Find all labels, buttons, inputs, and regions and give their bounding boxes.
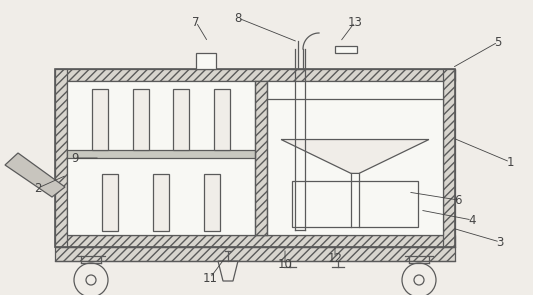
- Bar: [55, 235, 455, 247]
- Circle shape: [74, 263, 108, 295]
- Text: 4: 4: [469, 214, 476, 227]
- Bar: [443, 69, 455, 247]
- Bar: [153, 174, 169, 231]
- Bar: [67, 150, 255, 158]
- Text: 5: 5: [494, 35, 502, 48]
- Polygon shape: [218, 261, 238, 281]
- Bar: [292, 181, 418, 227]
- Text: 3: 3: [496, 235, 504, 248]
- Bar: [92, 89, 108, 150]
- Bar: [55, 69, 455, 81]
- Text: 13: 13: [348, 16, 362, 29]
- Text: 12: 12: [327, 252, 343, 265]
- Bar: [214, 89, 230, 150]
- Text: 7: 7: [192, 16, 200, 29]
- Text: 2: 2: [34, 181, 42, 194]
- Polygon shape: [5, 153, 65, 197]
- Bar: [55, 69, 455, 247]
- Polygon shape: [281, 140, 429, 173]
- Bar: [55, 247, 455, 261]
- Bar: [173, 89, 189, 150]
- Bar: [133, 89, 149, 150]
- Bar: [335, 46, 357, 53]
- Bar: [55, 69, 67, 247]
- Circle shape: [402, 263, 436, 295]
- Text: 6: 6: [454, 194, 462, 206]
- Text: 11: 11: [203, 271, 217, 284]
- Bar: [102, 174, 118, 231]
- Text: 9: 9: [71, 152, 79, 165]
- Text: 1: 1: [506, 155, 514, 168]
- Text: 8: 8: [235, 12, 241, 24]
- Text: 10: 10: [278, 258, 293, 271]
- Bar: [196, 53, 216, 69]
- Bar: [255, 81, 267, 235]
- Bar: [204, 174, 220, 231]
- Bar: [67, 81, 443, 235]
